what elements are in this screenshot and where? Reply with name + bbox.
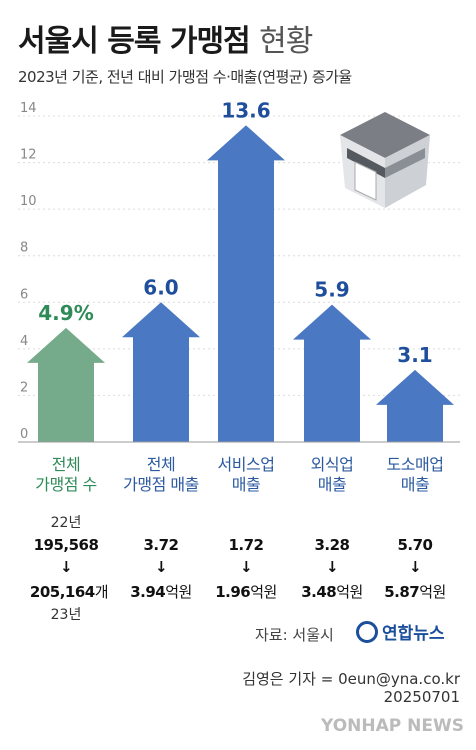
- category-label: 전체 가맹점 매출: [123, 455, 199, 494]
- title-light: 현황: [259, 24, 313, 59]
- value-23: 3.48억원: [301, 583, 363, 601]
- value-22: 195,568: [33, 536, 99, 554]
- page-title: 서울시 등록 가맹점 현황: [18, 16, 313, 60]
- arrow-down: ↓: [408, 558, 422, 576]
- arrow-down: ↓: [239, 558, 253, 576]
- y-tick-label: 14: [20, 101, 37, 116]
- arrow-down: ↓: [154, 558, 168, 576]
- page-subtitle: 2023년 기준, 전년 대비 가맹점 수·매출(연평균) 증가율: [18, 68, 352, 86]
- y-tick-label: 0: [20, 427, 28, 442]
- value-22: 1.72: [228, 536, 264, 554]
- year-23-label: 23년: [50, 607, 82, 623]
- y-tick-label: 8: [20, 241, 28, 256]
- source-note: 자료: 서울시: [255, 626, 334, 644]
- category-label: 외식업 매출: [310, 455, 354, 494]
- title-main: 서울시 등록 가맹점: [18, 24, 251, 59]
- category-label: 서비스업 매출: [217, 455, 275, 494]
- bar-value-label: 4.9%: [38, 301, 93, 325]
- y-tick-label: 12: [20, 148, 37, 163]
- bar-arrow: [376, 369, 454, 442]
- bar-arrow: [122, 302, 200, 442]
- reporter-credit: 김영은 기자 = 0eun@yna.co.kr: [242, 670, 460, 688]
- year-22-label: 22년: [50, 515, 82, 531]
- arrow-down: ↓: [59, 558, 73, 576]
- y-tick-label: 4: [20, 334, 28, 349]
- bar-value-label: 13.6: [221, 100, 270, 122]
- category-label: 전체 가맹점 수: [35, 455, 97, 494]
- bar-arrow: [293, 304, 371, 442]
- arrow-down: ↓: [325, 558, 339, 576]
- value-23: 205,164개: [29, 583, 109, 601]
- footer-watermark: YONHAP NEWS: [321, 716, 464, 736]
- publish-date: 20250701: [383, 688, 460, 706]
- value-23: 5.87억원: [384, 583, 446, 601]
- value-22: 3.72: [143, 536, 179, 554]
- y-tick-label: 6: [20, 287, 28, 302]
- store-icon: [340, 112, 430, 208]
- y-tick-label: 10: [20, 194, 37, 209]
- bar-value-label: 5.9: [314, 278, 349, 302]
- value-23: 1.96억원: [215, 583, 277, 601]
- bar-value-label: 3.1: [397, 343, 432, 367]
- yonhap-logo: 연합뉴스: [356, 619, 445, 644]
- category-label: 도소매업 매출: [386, 455, 444, 494]
- y-tick-label: 2: [20, 380, 28, 395]
- bar-arrow: [207, 125, 285, 443]
- value-22: 5.70: [397, 536, 433, 554]
- value-22: 3.28: [314, 536, 350, 554]
- bar-value-label: 6.0: [143, 275, 178, 299]
- value-23: 3.94억원: [130, 583, 192, 601]
- bar-chart: 0 2 4 6 8 10 12 14 4.9% 6.0 13.6 5.9 3.1: [18, 100, 460, 443]
- bar-arrow: [27, 327, 105, 442]
